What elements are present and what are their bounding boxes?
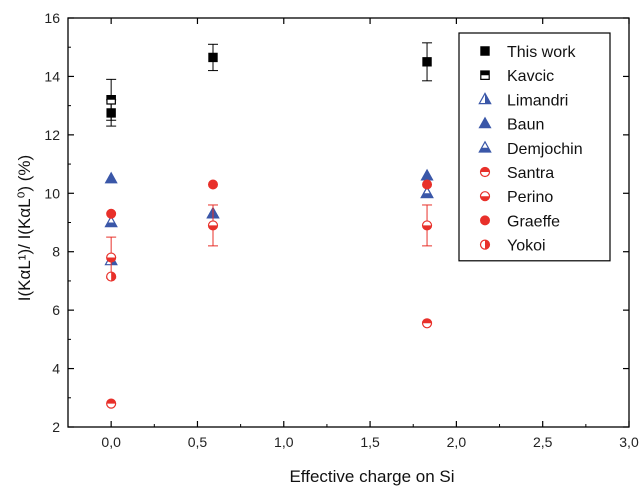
marker-shape bbox=[480, 215, 490, 226]
y-tick-label: 10 bbox=[44, 185, 60, 201]
x-tick-label: 3,0 bbox=[619, 434, 639, 450]
legend-item: Baun bbox=[478, 116, 544, 134]
x-axis-title: Effective charge on Si bbox=[289, 467, 454, 486]
x-tick-label: 2,5 bbox=[533, 434, 553, 450]
data-point bbox=[422, 179, 433, 190]
marker-fill bbox=[485, 240, 490, 250]
data-point bbox=[104, 171, 118, 184]
y-tick-label: 4 bbox=[52, 361, 60, 377]
legend-item: Kavcic bbox=[480, 68, 554, 85]
legend-item: This work bbox=[480, 44, 576, 61]
x-tick-label: 0,5 bbox=[188, 434, 208, 450]
marker-shape bbox=[207, 179, 218, 190]
series-kavcic bbox=[106, 78, 117, 121]
marker-shape bbox=[420, 168, 434, 181]
legend-marker bbox=[480, 70, 490, 80]
marker-fill bbox=[422, 225, 432, 230]
y-tick-label: 2 bbox=[52, 419, 60, 435]
legend-label: Santra bbox=[507, 165, 554, 182]
marker-fill bbox=[422, 318, 432, 324]
x-tick-label: 0,0 bbox=[101, 434, 121, 450]
data-point bbox=[208, 52, 218, 63]
marker-shape bbox=[104, 171, 118, 184]
data-point bbox=[207, 179, 218, 190]
legend-label: Baun bbox=[507, 117, 544, 134]
legend-marker bbox=[480, 46, 490, 56]
legend-label: Perino bbox=[507, 189, 553, 206]
legend-item: Yokoi bbox=[479, 238, 546, 255]
data-point bbox=[207, 220, 219, 231]
series-yokoi bbox=[106, 271, 117, 282]
data-point bbox=[422, 57, 432, 67]
marker-fill bbox=[479, 147, 491, 153]
data-point bbox=[106, 271, 117, 282]
legend-label: Graeffe bbox=[507, 213, 560, 230]
y-tick-label: 8 bbox=[52, 244, 60, 260]
marker-fill bbox=[480, 167, 490, 172]
legend-marker bbox=[478, 92, 492, 105]
y-tick-label: 6 bbox=[52, 302, 60, 318]
legend-item: Demjochin bbox=[478, 140, 583, 158]
y-tick-label: 16 bbox=[44, 10, 60, 26]
legend-item: Perino bbox=[479, 189, 553, 206]
legend-item: Limandri bbox=[478, 92, 568, 109]
legend-marker bbox=[479, 239, 491, 250]
data-point bbox=[106, 208, 117, 219]
marker-fill bbox=[106, 257, 116, 263]
marker-fill bbox=[208, 225, 218, 230]
x-tick-label: 1,0 bbox=[274, 434, 294, 450]
data-point bbox=[104, 215, 118, 228]
legend-marker bbox=[480, 215, 490, 226]
data-point bbox=[421, 220, 433, 231]
series-perino bbox=[106, 204, 433, 279]
series-limandri bbox=[104, 186, 434, 266]
data-point bbox=[421, 318, 433, 329]
marks-group bbox=[104, 42, 434, 409]
marker-fill bbox=[106, 95, 116, 100]
legend-item: Santra bbox=[479, 165, 554, 182]
legend-marker bbox=[479, 191, 491, 202]
data-point bbox=[106, 95, 116, 105]
axes-group: 0,0 0,5 1,0 1,5 2,0 2,5 3,0 2 4 6 8 10 12 14 16 bbox=[44, 10, 639, 450]
legend-label: Limandri bbox=[507, 92, 568, 109]
legend-item: Graeffe bbox=[480, 213, 560, 230]
series-demjochin bbox=[104, 186, 434, 228]
marker-shape bbox=[208, 52, 218, 63]
legend: This work Kavcic Limandri Baun Demjochin Sant… bbox=[458, 32, 611, 262]
legend-marker bbox=[478, 140, 492, 153]
y-tick-label: 12 bbox=[44, 127, 60, 143]
x-tick-label: 1,5 bbox=[360, 434, 380, 450]
marker-fill bbox=[105, 222, 117, 227]
legend-label: Demjochin bbox=[507, 141, 583, 158]
marker-shape bbox=[106, 208, 117, 219]
marker-shape bbox=[478, 116, 492, 129]
series-this-work bbox=[106, 42, 433, 127]
y-tick-label: 14 bbox=[44, 68, 60, 84]
marker-fill bbox=[111, 272, 116, 282]
series-santra bbox=[106, 318, 433, 409]
marker-fill bbox=[421, 193, 433, 198]
legend-label: This work bbox=[507, 44, 576, 61]
data-point bbox=[420, 186, 434, 199]
data-point bbox=[106, 252, 117, 263]
marker-shape bbox=[422, 57, 432, 67]
series-graeffe bbox=[106, 179, 433, 219]
marker-shape bbox=[422, 179, 433, 190]
series-baun bbox=[104, 168, 434, 219]
marker-fill bbox=[480, 196, 490, 201]
y-axis-title: I(KαL¹)/ I(KαL⁰) (%) bbox=[15, 155, 34, 301]
legend-marker bbox=[478, 116, 492, 129]
x-tick-label: 2,0 bbox=[447, 434, 467, 450]
marker-fill bbox=[480, 70, 490, 76]
marker-shape bbox=[480, 46, 490, 56]
data-point bbox=[106, 398, 117, 409]
data-point bbox=[420, 168, 434, 181]
marker-fill bbox=[106, 399, 116, 404]
legend-label: Kavcic bbox=[507, 68, 554, 85]
legend-marker bbox=[479, 166, 491, 178]
legend-label: Yokoi bbox=[507, 238, 546, 255]
